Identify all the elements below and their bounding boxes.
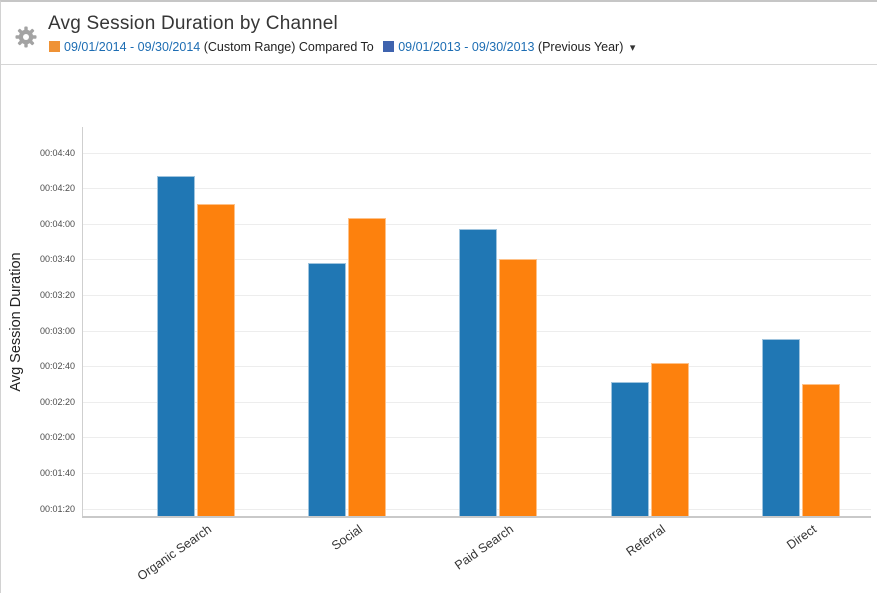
legend-previous-year-suffix: (Previous Year) — [537, 40, 624, 54]
bar-previous-year-3[interactable] — [610, 382, 649, 516]
x-axis-line — [82, 516, 871, 518]
y-tick-label: 00:01:40 — [39, 467, 75, 478]
bar-custom-range-3[interactable] — [650, 362, 689, 516]
y-axis-line — [82, 127, 83, 516]
y-tick-label: 00:03:40 — [39, 254, 75, 265]
legend-previous-year-link[interactable]: 09/01/2013 - 09/30/2013 — [398, 40, 535, 54]
y-tick-label: 00:02:20 — [39, 396, 75, 407]
y-tick-label: 00:02:00 — [39, 432, 75, 443]
bar-previous-year-1[interactable] — [307, 262, 346, 516]
gear-icon — [15, 26, 37, 48]
chart-legend: 09/01/2014 - 09/30/2014 (Custom Range) C… — [49, 40, 635, 56]
x-axis-label: Social — [328, 522, 365, 553]
y-tick-label: 00:02:40 — [39, 361, 75, 372]
gridline — [83, 152, 871, 154]
x-axis-label: Direct — [783, 522, 819, 553]
settings-gear-button[interactable] — [13, 25, 39, 51]
chart-header: Avg Session Duration by Channel 09/01/20… — [1, 2, 877, 65]
bar-previous-year-2[interactable] — [458, 229, 497, 516]
bar-previous-year-0[interactable] — [156, 175, 195, 516]
legend-dropdown-caret-icon[interactable]: ▾ — [629, 42, 636, 54]
legend-custom-range-suffix: (Custom Range) — [203, 40, 296, 54]
y-tick-label: 00:04:40 — [39, 147, 75, 158]
y-axis-title: Avg Session Duration — [8, 252, 24, 392]
y-tick-label: 00:03:00 — [39, 325, 75, 336]
legend-swatch-previous-year — [383, 41, 395, 52]
y-tick-label: 00:01:20 — [39, 503, 75, 514]
x-axis-label: Referral — [623, 522, 668, 559]
bar-custom-range-2[interactable] — [498, 259, 537, 516]
y-tick-label: 00:04:00 — [39, 218, 75, 229]
gridline — [83, 223, 871, 225]
bar-custom-range-1[interactable] — [347, 218, 386, 516]
x-axis-label: Organic Search — [134, 522, 214, 584]
legend-connector: Compared To — [298, 40, 374, 54]
bar-custom-range-0[interactable] — [196, 204, 235, 516]
legend-custom-range-link[interactable]: 09/01/2014 - 09/30/2014 — [64, 40, 201, 54]
x-axis-label: Paid Search — [451, 522, 516, 573]
page-title: Avg Session Duration by Channel — [48, 13, 338, 34]
bar-previous-year-4[interactable] — [761, 339, 800, 516]
bar-custom-range-4[interactable] — [801, 383, 840, 516]
y-tick-label: 00:03:20 — [39, 289, 75, 300]
gridline — [83, 188, 871, 190]
y-tick-label: 00:04:20 — [39, 183, 75, 194]
bar-chart: Avg Session Duration 00:01:20 00:01:40 00:… — [1, 65, 877, 593]
legend-swatch-custom-range — [49, 41, 60, 52]
